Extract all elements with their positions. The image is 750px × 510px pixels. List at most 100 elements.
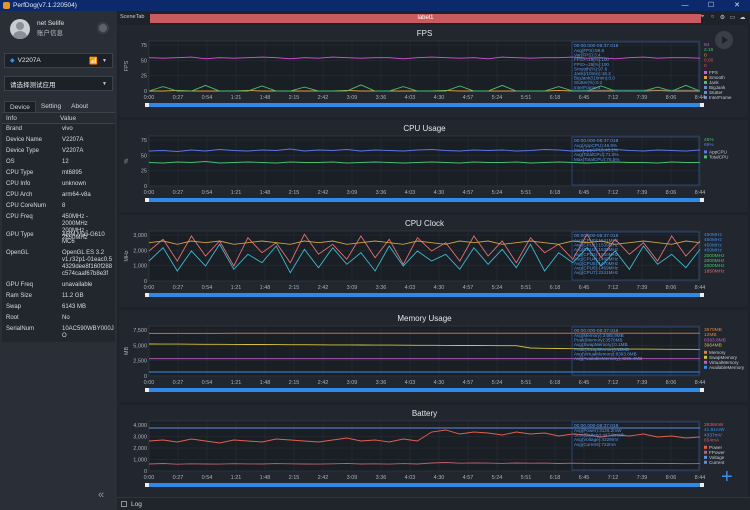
- x-tick-label: 3:09: [347, 475, 358, 481]
- scene-label-bar[interactable]: label1: [150, 14, 701, 23]
- time-scrollbar[interactable]: [145, 293, 704, 297]
- series-line-cpu0: [148, 233, 701, 267]
- stats-line: Avg(AvailableMemory):4255.4MB: [574, 356, 642, 361]
- x-tick-label: 4:03: [405, 475, 416, 481]
- play-button[interactable]: [715, 31, 733, 49]
- scrollbar-right-handle[interactable]: [700, 293, 704, 297]
- scene-bar: SceneTab label1 ⌖ ○ ⚙ ▭ ☁: [117, 13, 750, 23]
- info-row: Device Type V2207A: [2, 146, 115, 157]
- tab-setting[interactable]: Setting: [40, 103, 62, 110]
- y-tick-label: 3,000: [133, 435, 147, 441]
- x-tick-label: 6:18: [550, 285, 561, 291]
- x-tick-label: 4:30: [434, 95, 445, 101]
- tab-about[interactable]: About: [71, 103, 89, 110]
- scrollbar-left-handle[interactable]: [145, 103, 149, 107]
- maximize-button[interactable]: ☐: [707, 2, 715, 9]
- info-value: arm64-v8a: [60, 192, 115, 199]
- tab-device[interactable]: Device: [4, 101, 36, 112]
- info-value-line: 6143 MB: [62, 304, 87, 310]
- folder-icon[interactable]: ▭: [729, 15, 736, 21]
- legend-label: Current: [709, 460, 725, 465]
- legend-label: Jank: [709, 80, 719, 85]
- x-tick-label: 4:30: [434, 380, 445, 386]
- legend-swatch: [704, 365, 707, 369]
- record-toggle-icon[interactable]: [97, 22, 109, 34]
- x-tick-label: 2:15: [289, 190, 300, 196]
- collapse-sidebar-icon[interactable]: «: [98, 489, 105, 501]
- location-icon[interactable]: ⌖: [700, 14, 705, 20]
- window-titlebar: PerfDog(v7.1.220504) — ☐ ✕: [0, 0, 750, 11]
- log-expand-icon[interactable]: [121, 501, 127, 507]
- scrollbar-right-handle[interactable]: [700, 483, 704, 487]
- info-value: 8: [60, 203, 115, 210]
- device-select[interactable]: ◆ V2207A 📶 ▼: [4, 53, 113, 68]
- minimize-button[interactable]: —: [681, 2, 689, 9]
- scrollbar-left-handle[interactable]: [145, 388, 149, 392]
- x-tick-label: 0:00: [144, 285, 155, 291]
- x-tick-label: 2:15: [289, 285, 300, 291]
- info-value: 10AC590WBY000J O: [60, 326, 115, 340]
- scrollbar-right-handle[interactable]: [700, 388, 704, 392]
- stats-line: Sum(Battery):447.8mWh: [574, 433, 625, 438]
- account-info-link[interactable]: 账户信息: [37, 29, 63, 37]
- info-key: SerialNum: [6, 326, 35, 332]
- time-scrollbar[interactable]: [145, 198, 704, 202]
- stats-line: Max(AppCPU):48.1%: [574, 148, 618, 153]
- y-axis-label: MB: [124, 347, 130, 356]
- info-header-key: Info: [6, 115, 17, 122]
- time-scrollbar[interactable]: [145, 388, 704, 392]
- scrollbar-left-handle[interactable]: [145, 293, 149, 297]
- info-key: CPU Arch: [6, 192, 33, 198]
- x-tick-label: 8:06: [666, 380, 677, 386]
- x-tick-label: 0:27: [173, 95, 184, 101]
- x-tick-label: 4:57: [463, 95, 474, 101]
- time-scrollbar[interactable]: [145, 103, 704, 107]
- plot-area[interactable]: [148, 325, 701, 377]
- time-scrollbar[interactable]: [145, 483, 704, 487]
- legend-value: 0: [704, 63, 707, 69]
- scrollbar-left-handle[interactable]: [145, 198, 149, 202]
- y-tick-label: 0: [144, 279, 147, 285]
- series-line-cpu7: [148, 240, 701, 245]
- x-tick-label: 5:24: [492, 95, 503, 101]
- x-tick-label: 7:39: [637, 380, 648, 386]
- legend-value: 0.00: [704, 58, 714, 64]
- info-value-line: 450MHz - 2000MHz: [62, 214, 89, 227]
- info-key: Device Name: [6, 137, 43, 143]
- app-select[interactable]: 请选择测试应用 ▼: [4, 76, 113, 91]
- wifi-icon: 📶: [89, 57, 99, 65]
- scrollbar-right-handle[interactable]: [700, 103, 704, 107]
- bulb-icon[interactable]: ○: [710, 14, 715, 20]
- x-tick-label: 7:12: [608, 190, 619, 196]
- cloud-icon[interactable]: ☁: [739, 15, 746, 21]
- add-chart-button[interactable]: +: [721, 466, 733, 488]
- y-axis-label: FPS: [124, 60, 130, 71]
- x-tick-label: 0:54: [202, 380, 213, 386]
- info-key: CPU Info: [6, 181, 31, 187]
- x-tick-label: 8:06: [666, 95, 677, 101]
- legend-swatch: [704, 96, 707, 99]
- scrollbar-right-handle[interactable]: [700, 198, 704, 202]
- plot-area[interactable]: [148, 135, 701, 187]
- info-value-line: unavailable: [62, 282, 93, 288]
- y-tick-label: 5,000: [133, 343, 147, 349]
- x-tick-label: 8:06: [666, 190, 677, 196]
- log-label[interactable]: Log: [131, 500, 142, 508]
- x-tick-label: 3:36: [376, 190, 387, 196]
- plot-area[interactable]: [148, 420, 701, 472]
- x-tick-label: 7:39: [637, 190, 648, 196]
- plot-area[interactable]: [148, 40, 701, 92]
- x-tick-label: 1:21: [231, 190, 242, 196]
- scrollbar-left-handle[interactable]: [145, 483, 149, 487]
- x-tick-label: 7:12: [608, 475, 619, 481]
- scene-tab[interactable]: SceneTab: [120, 14, 145, 20]
- x-tick-label: 2:15: [289, 95, 300, 101]
- user-name: net Selife: [37, 19, 65, 27]
- y-tick-label: 3,000: [133, 233, 147, 239]
- x-tick-label: 0:00: [144, 95, 155, 101]
- close-button[interactable]: ✕: [734, 2, 740, 9]
- legend-value: 450MHz: [704, 237, 722, 243]
- avatar-icon[interactable]: [10, 18, 30, 39]
- settings-icon[interactable]: ⚙: [719, 15, 726, 21]
- stats-box: [571, 326, 700, 376]
